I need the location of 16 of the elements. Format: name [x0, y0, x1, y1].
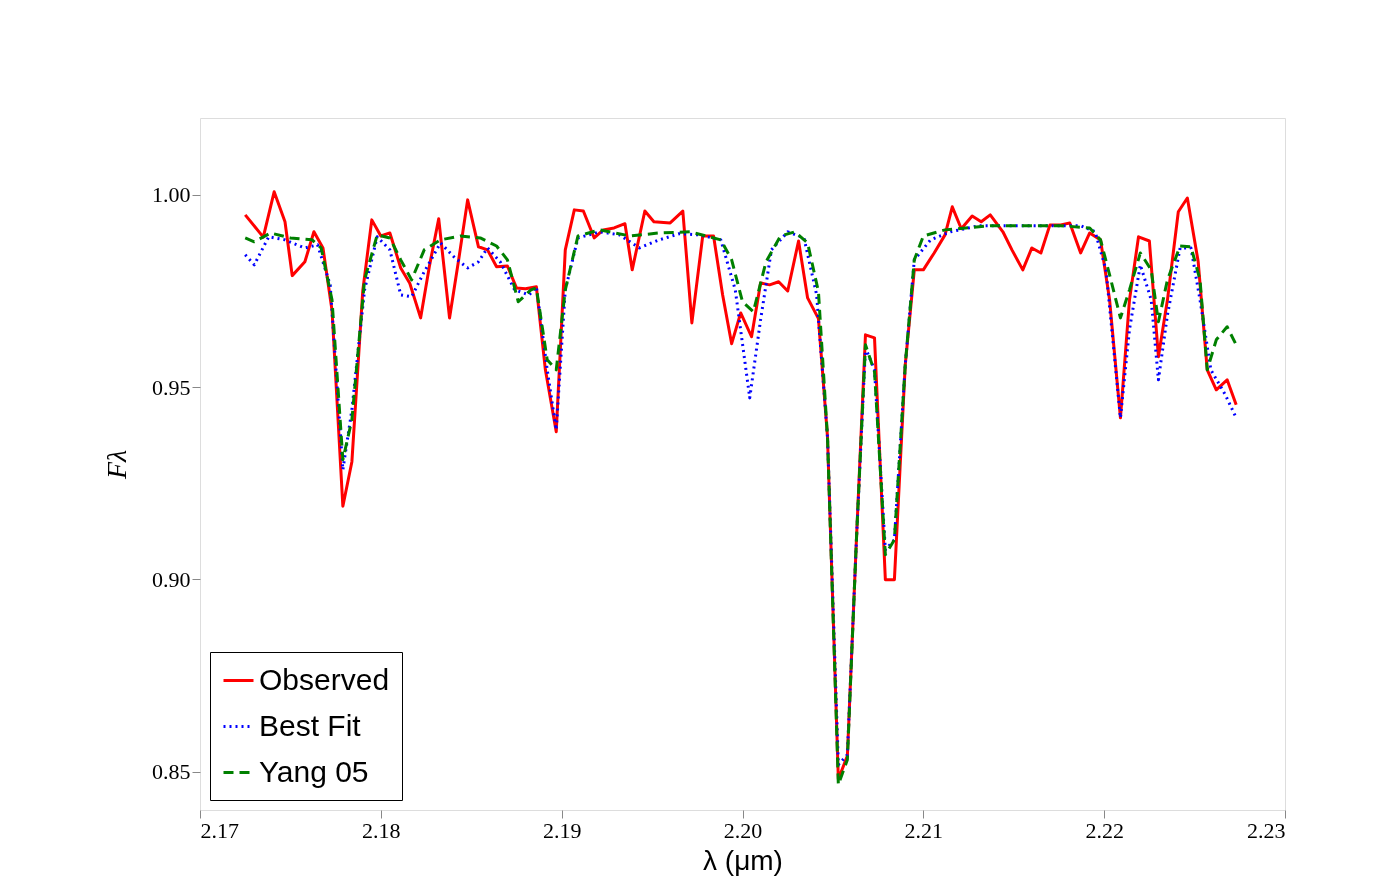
y-axis-title: Fλ [101, 449, 132, 481]
x-axis-title: λ (μm) [703, 844, 783, 876]
x-tick-label: 2.23 [1247, 817, 1286, 843]
legend-label: Yang 05 [259, 754, 369, 788]
x-tick-label: 2.17 [200, 817, 239, 843]
x-tick-label: 2.22 [1085, 817, 1124, 843]
y-tick-label: 0.90 [152, 566, 191, 592]
legend-label: Best Fit [259, 708, 362, 742]
x-tick-label: 2.20 [723, 817, 763, 843]
y-tick-label: 1.00 [152, 182, 191, 208]
x-tick-label: 2.21 [904, 817, 944, 843]
legend-label: Observed [259, 662, 390, 696]
x-tick-label: 2.18 [362, 817, 401, 843]
y-tick-label: 0.95 [152, 374, 191, 400]
y-tick-label: 0.85 [152, 759, 191, 785]
x-tick-label: 2.19 [542, 817, 582, 843]
